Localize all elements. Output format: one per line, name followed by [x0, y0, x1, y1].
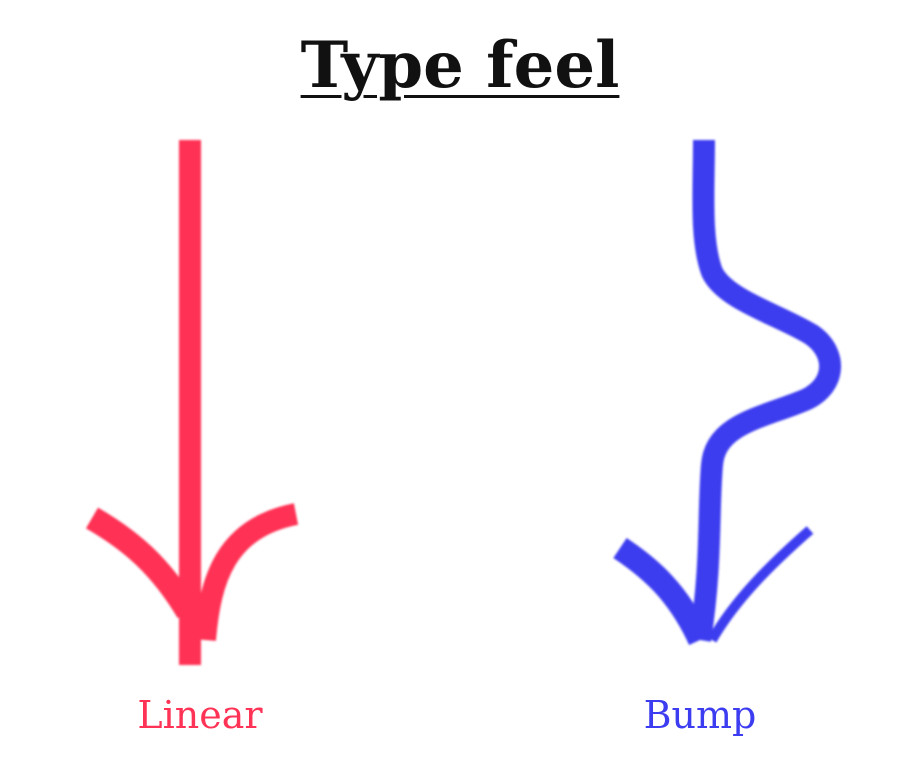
linear-arrow-left-head — [85, 507, 199, 619]
bump-arrow-left-head — [613, 538, 711, 646]
linear-label: Linear — [137, 693, 263, 737]
page-title: Type feel — [300, 28, 620, 103]
linear-arrow — [85, 140, 299, 665]
bump-arrow — [613, 139, 841, 646]
bump-arrow-right-head — [707, 526, 814, 643]
bump-arrow-shaft — [689, 139, 841, 642]
bump-label: Bump — [643, 693, 757, 737]
linear-arrow-right-head — [194, 503, 299, 641]
